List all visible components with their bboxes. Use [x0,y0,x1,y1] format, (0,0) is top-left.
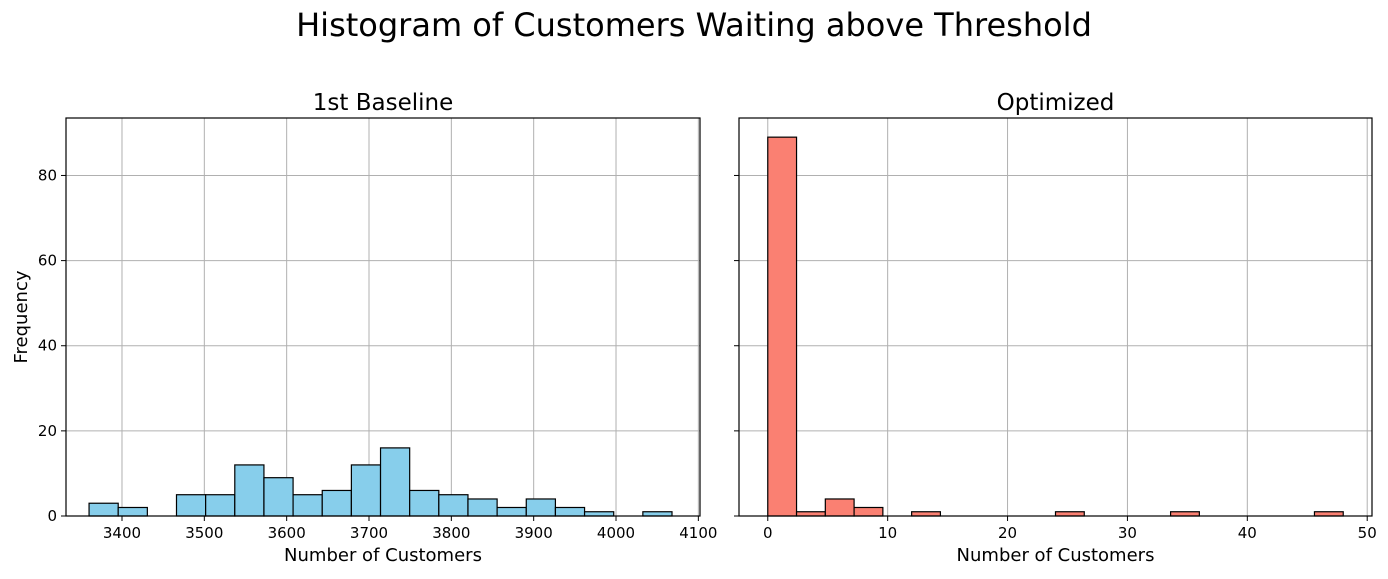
baseline-bar [117,506,148,517]
baseline-y-tick-label: 0 [47,507,57,525]
baseline-bar [525,498,557,517]
baseline-y-tick-label: 80 [38,166,57,184]
optimized-bar [795,511,826,517]
baseline-bar [467,498,498,517]
baseline-bars [88,447,673,517]
baseline-x-tick-label: 4000 [597,524,635,542]
baseline-bar [379,447,411,517]
optimized-ticks: 0 10 20 30 40 50 [734,174,1377,542]
baseline-x-tick-label: 4100 [679,524,717,542]
baseline-ticks: 3400 3500 3600 3700 3800 3900 4000 4100 0 20 40 60 8… [38,166,718,542]
optimized-x-tick-label: 50 [1358,524,1377,542]
optimized-bar [767,136,798,517]
optimized-bar [1169,511,1200,517]
optimized-x-tick-label: 20 [998,524,1017,542]
optimized-bar [853,506,884,517]
baseline-bar [642,511,673,517]
baseline-bar [263,477,294,517]
optimized-panel-title: Optimized [997,90,1115,116]
baseline-x-tick-label: 3500 [185,524,223,542]
optimized-x-axis-label: Number of Customers [957,545,1155,566]
baseline-bar [88,502,119,517]
baseline-y-tick-label: 60 [38,252,57,270]
baseline-histogram-panel: 1st Baseline 3400 3500 3600 3700 3800 3900 400… [11,90,717,566]
figure-suptitle: Histogram of Customers Waiting above Thr… [296,6,1092,44]
optimized-axes-frame [738,117,1373,517]
baseline-x-tick-label: 3800 [432,524,470,542]
baseline-x-tick-label: 3600 [268,524,306,542]
baseline-bar [496,506,527,517]
optimized-bar [1054,511,1085,517]
optimized-bars [767,136,1344,517]
baseline-bar [175,494,207,517]
baseline-y-axis-label: Frequency [11,270,32,363]
baseline-bar [350,464,382,517]
optimized-x-tick-label: 40 [1238,524,1257,542]
baseline-panel-title: 1st Baseline [313,90,453,116]
baseline-bar [409,489,440,517]
baseline-x-tick-label: 3700 [350,524,388,542]
baseline-bar [583,511,615,517]
baseline-bar [321,489,352,517]
optimized-x-tick-label: 30 [1118,524,1137,542]
optimized-x-tick-label: 0 [763,524,773,542]
baseline-x-tick-label: 3900 [515,524,553,542]
optimized-x-tick-label: 10 [878,524,897,542]
baseline-bar [292,494,323,517]
baseline-x-tick-label: 3400 [103,524,141,542]
optimized-bar [1313,511,1344,517]
optimized-bar [824,498,855,517]
baseline-x-axis-label: Number of Customers [284,545,482,566]
baseline-axes-frame [65,117,701,517]
baseline-bar [554,506,586,517]
baseline-bar [438,494,469,517]
baseline-y-tick-label: 20 [38,422,57,440]
baseline-bar [234,464,265,517]
baseline-bar [205,494,236,517]
optimized-histogram-panel: Optimized 0 10 20 30 40 50 Number of Customer… [734,90,1377,566]
optimized-grid [739,118,1372,517]
optimized-bar [911,511,942,517]
baseline-y-tick-label: 40 [38,337,57,355]
